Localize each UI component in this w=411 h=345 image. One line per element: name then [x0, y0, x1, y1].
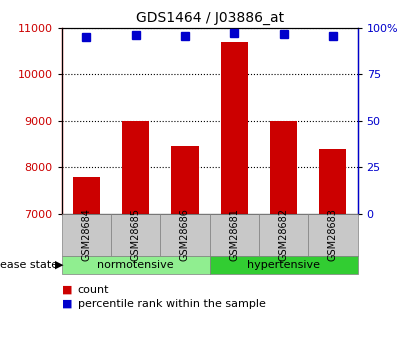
Text: normotensive: normotensive — [97, 260, 174, 270]
Bar — [171, 146, 199, 214]
Text: percentile rank within the sample: percentile rank within the sample — [78, 299, 266, 309]
Text: ■: ■ — [62, 285, 73, 295]
Text: GSM28685: GSM28685 — [131, 208, 141, 262]
Bar — [73, 177, 100, 214]
Text: GSM28682: GSM28682 — [279, 208, 289, 262]
Bar — [319, 149, 346, 214]
Bar — [122, 121, 149, 214]
Text: hypertensive: hypertensive — [247, 260, 320, 270]
Bar — [270, 121, 297, 214]
Bar — [221, 41, 248, 214]
Text: GSM28684: GSM28684 — [81, 208, 91, 262]
Text: GSM28686: GSM28686 — [180, 208, 190, 262]
Text: disease state: disease state — [0, 260, 58, 270]
Title: GDS1464 / J03886_at: GDS1464 / J03886_at — [136, 11, 284, 25]
Text: GSM28683: GSM28683 — [328, 208, 338, 262]
Text: ■: ■ — [62, 299, 73, 309]
Text: ▶: ▶ — [55, 260, 64, 270]
Text: GSM28681: GSM28681 — [229, 208, 239, 262]
Text: count: count — [78, 285, 109, 295]
